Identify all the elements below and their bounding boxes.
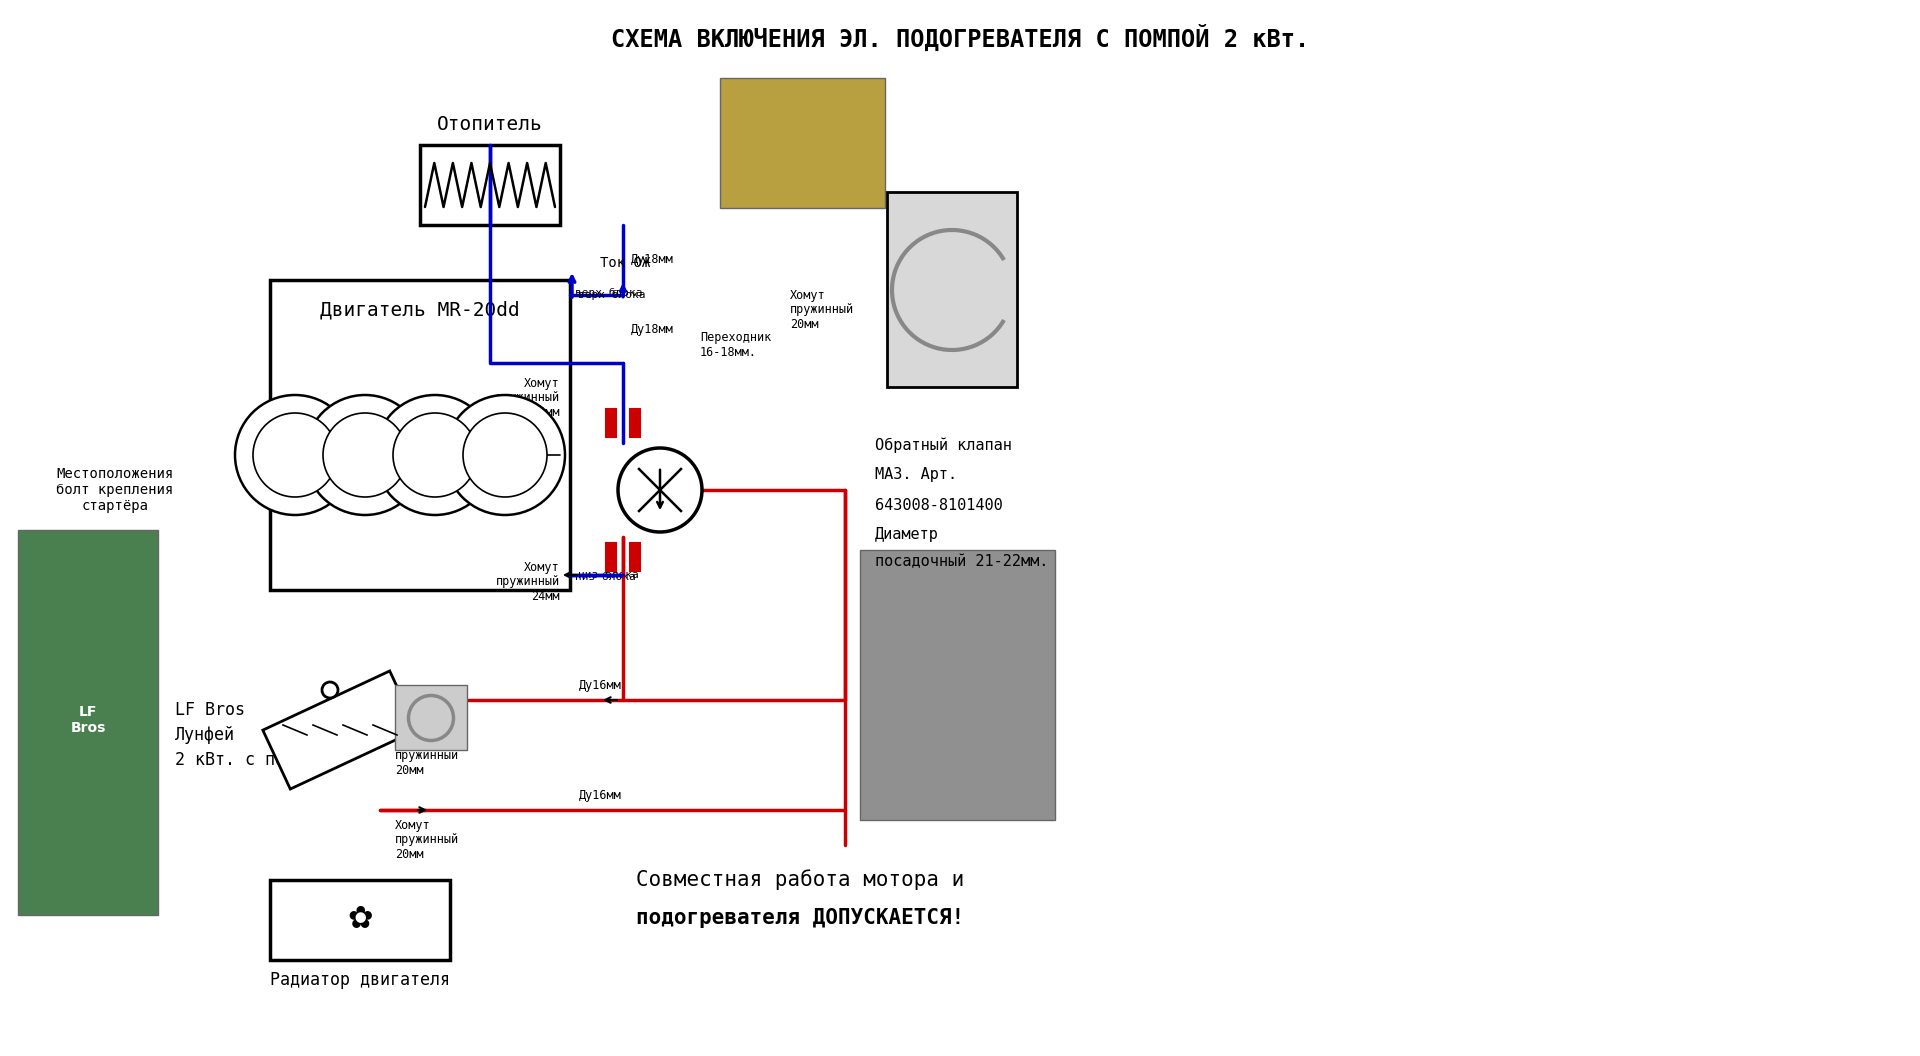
Ellipse shape: [305, 395, 424, 515]
Bar: [630, 543, 639, 571]
Text: LF Bros: LF Bros: [175, 701, 246, 719]
Text: Хомут
пружинный
20мм: Хомут пружинный 20мм: [396, 818, 459, 862]
Text: посадочный 21-22мм.: посадочный 21-22мм.: [876, 554, 1048, 569]
Bar: [887, 192, 1018, 386]
Text: верх блока: верх блока: [574, 288, 643, 298]
Bar: [860, 550, 1054, 821]
Bar: [607, 543, 616, 571]
Text: Диаметр: Диаметр: [876, 528, 939, 543]
Ellipse shape: [374, 395, 495, 515]
Text: Совместная работа мотора и: Совместная работа мотора и: [636, 870, 964, 890]
Text: Ток ОЖ: Ток ОЖ: [599, 256, 651, 270]
Polygon shape: [263, 671, 417, 789]
Ellipse shape: [253, 413, 338, 497]
Text: Отопитель: Отопитель: [438, 115, 543, 134]
Text: низ блока: низ блока: [574, 572, 636, 582]
Text: LF
Bros: LF Bros: [71, 705, 106, 735]
Text: СХЕМА ВКЛЮЧЕНИЯ ЭЛ. ПОДОГРЕВАТЕЛЯ С ПОМПОЙ 2 кВт.: СХЕМА ВКЛЮЧЕНИЯ ЭЛ. ПОДОГРЕВАТЕЛЯ С ПОМП…: [611, 24, 1309, 52]
Text: верх блока: верх блока: [578, 290, 645, 300]
Text: Ду16мм: Ду16мм: [578, 790, 622, 803]
Bar: [17, 530, 157, 914]
Text: Ду18мм: Ду18мм: [632, 253, 674, 266]
Bar: [420, 145, 561, 225]
Text: подогревателя ДОПУСКАЕТСЯ!: подогревателя ДОПУСКАЕТСЯ!: [636, 908, 964, 928]
Bar: [271, 280, 570, 590]
Text: Хомут
пружинный
24мм: Хомут пружинный 24мм: [495, 377, 561, 419]
Bar: [607, 409, 616, 437]
Circle shape: [618, 448, 703, 532]
Text: Хомут
пружинный
20мм: Хомут пружинный 20мм: [396, 734, 459, 776]
Text: Хомут
пружинный
24мм: Хомут пружинный 24мм: [495, 561, 561, 603]
Text: Радиатор двигателя: Радиатор двигателя: [271, 972, 449, 989]
Bar: [271, 880, 449, 960]
Text: Обратный клапан: Обратный клапан: [876, 437, 1012, 453]
Text: Двигатель MR-20dd: Двигатель MR-20dd: [321, 301, 520, 320]
Ellipse shape: [234, 395, 355, 515]
Text: Ду18мм: Ду18мм: [632, 323, 674, 337]
Text: 2 кВт. с помпой: 2 кВт. с помпой: [175, 751, 324, 769]
Text: МАЗ. Арт.: МАЗ. Арт.: [876, 468, 958, 483]
Bar: [630, 409, 639, 437]
Bar: [396, 685, 467, 750]
Circle shape: [323, 682, 338, 698]
Text: Хомут
пружинный
20мм: Хомут пружинный 20мм: [789, 288, 854, 332]
Text: Лунфей: Лунфей: [175, 727, 234, 744]
Text: ✿: ✿: [348, 905, 372, 935]
Text: 643008-8101400: 643008-8101400: [876, 497, 1002, 512]
Ellipse shape: [323, 413, 407, 497]
Ellipse shape: [463, 413, 547, 497]
Text: Местоположения
болт крепления
стартёра: Местоположения болт крепления стартёра: [56, 467, 173, 513]
Bar: [720, 78, 885, 208]
Text: Переходник
16-18мм.: Переходник 16-18мм.: [701, 331, 772, 359]
Text: низ блока: низ блока: [578, 570, 639, 580]
Ellipse shape: [394, 413, 476, 497]
Text: Ду16мм: Ду16мм: [578, 679, 622, 693]
Ellipse shape: [445, 395, 564, 515]
